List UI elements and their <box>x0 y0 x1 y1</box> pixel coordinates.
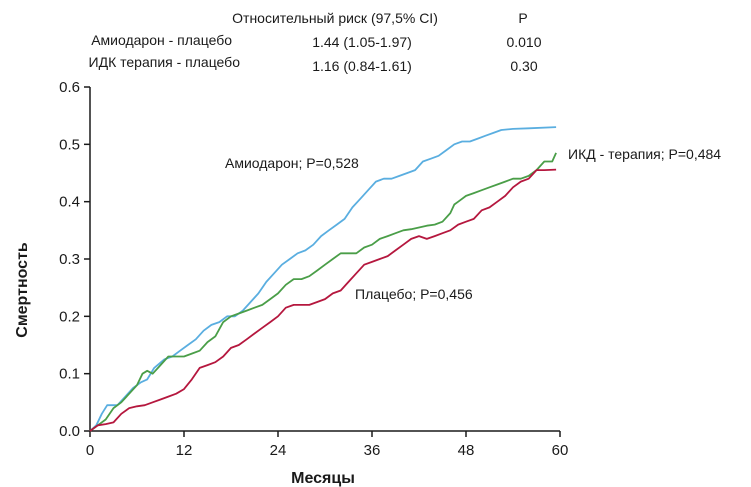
x-tick-label: 60 <box>552 442 569 459</box>
series-label-amiodarone: Амиодарон; P=0,528 <box>225 155 359 171</box>
placebo-line <box>89 168 557 432</box>
series-label-placebo: Плацебо; P=0,456 <box>355 286 473 302</box>
x-tick-label: 48 <box>458 442 475 459</box>
header-row-label: ИДК терапия - плацебо <box>89 54 241 70</box>
header-row-rr: 1.44 (1.05-1.97) <box>312 34 412 50</box>
y-tick-label: 0.2 <box>59 308 80 325</box>
y-axis-title: Смертность <box>14 242 31 338</box>
amiodarone-line <box>89 126 557 432</box>
y-tick-label: 0.1 <box>59 366 80 383</box>
y-tick-label: 0.4 <box>59 194 80 211</box>
header-row-label: Амиодарон - плацебо <box>91 32 232 48</box>
x-tick-label: 0 <box>86 442 94 459</box>
header-row-rr: 1.16 (0.84-1.61) <box>312 58 412 74</box>
y-tick-label: 0.6 <box>59 79 80 96</box>
y-tick-label: 0.5 <box>59 136 80 153</box>
x-axis-ticks: 0 12 24 36 48 60 <box>86 431 569 459</box>
y-axis-ticks: 0.0 0.1 0.2 0.3 0.4 0.5 0.6 <box>59 79 90 440</box>
x-tick-label: 24 <box>270 442 287 459</box>
header-row-p: 0.010 <box>506 34 541 50</box>
icd-therapy-line <box>89 152 557 432</box>
header-col-p: P <box>518 10 527 26</box>
x-axis-title: Месяцы <box>291 470 355 487</box>
y-tick-label: 0.3 <box>59 251 80 268</box>
series-lines <box>89 126 557 432</box>
header-table: Относительный риск (97,5% CI) P Амиодаро… <box>89 10 542 74</box>
header-col-rr: Относительный риск (97,5% CI) <box>232 10 438 26</box>
x-tick-label: 36 <box>364 442 381 459</box>
series-label-icd: ИКД - терапия; P=0,484 <box>568 146 721 162</box>
y-tick-label: 0.0 <box>59 423 80 440</box>
x-tick-label: 12 <box>176 442 193 459</box>
header-row-p: 0.30 <box>510 58 537 74</box>
